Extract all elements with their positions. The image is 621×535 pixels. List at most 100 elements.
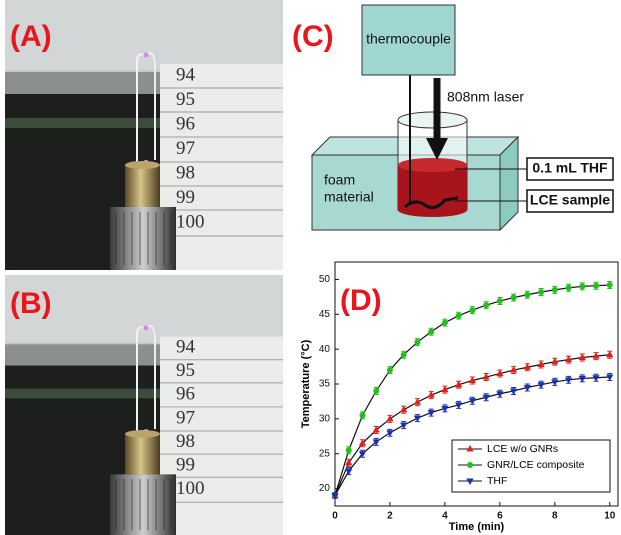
marker [565,284,572,291]
marker [413,415,422,423]
marker [592,375,600,382]
ruler-number: 100 [176,478,205,499]
legend: LCE w/o GNRs GNR/LCE composite THF [451,439,611,493]
marker [400,405,408,413]
marker [400,351,407,358]
marker [606,374,614,382]
ruler-number: 94 [176,64,196,85]
x-tick-label: 0 [332,511,338,522]
marker [455,312,462,319]
marker [359,412,366,419]
marker [592,352,600,359]
marker [358,451,367,458]
marker [441,405,449,413]
marker [386,430,394,437]
marker [441,319,448,326]
y-tick-label: 35 [319,379,331,390]
marker [466,478,474,485]
marker [466,445,474,452]
marker [496,391,504,398]
marker [386,367,393,374]
marker [482,373,490,380]
ruler-number: 98 [176,162,195,183]
diagram-label: 808nm laser [447,89,524,105]
x-tick-label: 4 [442,511,448,522]
marker [427,410,435,417]
marker [413,398,422,405]
diagram-label: 0.1 mL THF [532,160,608,176]
x-axis-label: Time (min) [449,521,505,533]
y-tick-label: 45 [319,309,331,320]
x-tick-label: 8 [552,511,558,522]
marker [441,385,449,393]
marker [427,391,435,398]
marker [524,291,531,298]
y-tick-label: 30 [319,413,331,424]
y-axis-label: Temperature (°C) [300,339,312,428]
ruler-number: 96 [176,384,195,405]
marker [345,447,352,454]
diagram [310,4,614,232]
marker [578,353,586,361]
y-tick-label: 20 [319,483,331,494]
marker [414,339,421,346]
x-tick-label: 10 [604,511,616,522]
ruler-number: 98 [176,431,195,452]
y-tick-label: 40 [319,344,331,355]
marker [372,426,380,433]
ruler-number: 97 [176,138,195,159]
marker [496,369,504,377]
marker [386,414,394,422]
chart: 0 2 4 6 8 10 20 25 30 35 40 45 50 Time (min) Temperatu… [300,261,619,533]
marker [606,282,613,289]
marker [469,307,476,314]
x-tick-label: 2 [387,511,393,522]
legend-label: LCE w/o GNRs [487,443,558,455]
diagram-label: LCE sample [530,192,610,208]
marker [537,360,545,367]
ruler-number: 99 [176,455,195,476]
marker [551,357,559,365]
marker [578,375,586,383]
ruler-number: 100 [176,211,205,232]
marker [551,379,559,386]
marker [468,376,476,384]
marker [593,282,600,289]
marker [468,398,476,405]
marker [482,394,490,402]
marker [483,302,490,309]
legend-label: GNR/LCE composite [487,459,585,471]
ruler-number: 94 [176,337,196,358]
marker [564,355,573,363]
diagram-label: foam [324,172,355,188]
diagram-label: thermocouple [366,31,451,47]
ruler-number: 99 [176,187,195,208]
marker [331,493,339,500]
panel-label: (A) [10,20,52,53]
marker [551,286,558,293]
marker [510,294,517,301]
marker [345,468,353,476]
y-tick-label: 25 [319,448,331,459]
marker [564,377,573,384]
marker [523,384,531,392]
marker [345,458,353,466]
marker [538,288,545,295]
ruler-number: 96 [176,113,195,134]
panel-label: (C) [292,20,334,53]
marker [372,439,380,446]
marker [523,363,531,370]
ruler-number: 97 [176,407,195,428]
marker [400,422,408,430]
series [332,281,613,499]
marker [373,387,380,394]
marker [455,402,463,409]
panel-label: (D) [340,284,382,317]
marker [467,462,473,468]
diagram-label: material [324,189,374,205]
marker [358,439,367,446]
marker [537,382,545,389]
